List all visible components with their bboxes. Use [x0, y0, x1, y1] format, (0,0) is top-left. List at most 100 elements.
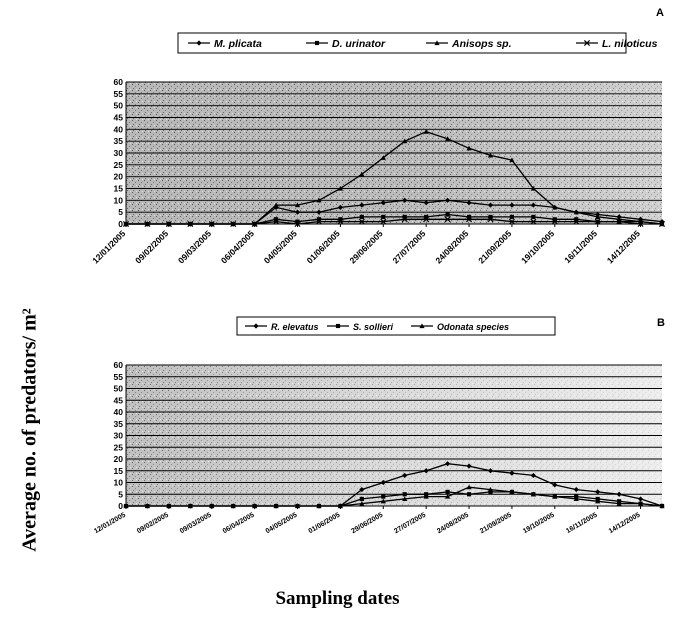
data-point-anisops-sp — [337, 185, 343, 191]
data-point-r-elevatus — [466, 463, 472, 469]
data-point-anisops-sp — [509, 157, 515, 163]
y-axis-title-container: Average no. of predators/ m² — [0, 0, 60, 617]
x-tick-label: 24/08/2005 — [433, 228, 470, 265]
series-group — [122, 129, 666, 228]
data-point-odonata-species — [273, 503, 279, 509]
y-tick-label: 55 — [114, 372, 124, 382]
data-point-l-niloticus — [294, 220, 301, 228]
legend-label-r-elevatus: R. elevatus — [271, 322, 319, 332]
x-tick-label: 09/02/2005 — [136, 512, 170, 536]
legend: R. elevatus S. sollieri Odonata species — [236, 316, 556, 336]
data-point-d-urinator — [381, 214, 386, 219]
x-tick-label: 12/01/2005 — [90, 228, 127, 265]
data-point-l-niloticus — [144, 220, 151, 228]
data-point-d-urinator — [552, 217, 557, 222]
data-point-odonata-species — [423, 494, 429, 499]
x-tick-label: 27/07/2005 — [390, 228, 427, 265]
data-point-anisops-sp — [530, 185, 536, 191]
data-point-m-plicata — [466, 200, 472, 206]
x-tick-label: 27/07/2005 — [393, 512, 427, 536]
data-point-l-niloticus — [637, 220, 644, 228]
legend-marker-d-urinator — [314, 40, 320, 46]
data-point-anisops-sp — [294, 202, 301, 208]
data-point-d-urinator — [274, 217, 279, 222]
data-point-d-urinator — [316, 217, 322, 222]
y-tick-label: 0 — [118, 501, 123, 511]
data-point-r-elevatus — [359, 486, 365, 493]
legend-marker-l-niloticus — [583, 39, 591, 47]
data-point-r-elevatus — [423, 468, 429, 474]
x-tick-label: 04/05/2005 — [262, 228, 299, 265]
data-point-l-niloticus — [230, 220, 237, 228]
x-tick-label: 16/11/2005 — [565, 512, 599, 535]
data-point-anisops-sp — [445, 136, 451, 141]
x-tick-label: 21/09/2005 — [476, 228, 513, 265]
data-point-anisops-sp — [316, 197, 322, 203]
data-point-m-plicata — [402, 197, 408, 203]
series-line-odonata-species — [126, 486, 663, 507]
x-tick-label: 06/04/2005 — [219, 228, 256, 265]
y-tick-label: 10 — [114, 195, 124, 205]
data-point-m-plicata — [359, 202, 365, 208]
data-point-m-plicata — [337, 204, 343, 211]
data-point-odonata-species — [616, 501, 622, 506]
data-point-odonata-species — [123, 503, 129, 509]
data-point-odonata-species — [595, 498, 601, 504]
legend-marker-m-plicata — [196, 40, 202, 46]
data-point-l-niloticus — [658, 220, 666, 228]
y-tick-label: 30 — [114, 431, 124, 441]
data-point-odonata-species — [294, 503, 301, 509]
data-point-l-niloticus — [551, 218, 558, 225]
x-tick-label: 06/04/2005 — [222, 512, 256, 536]
data-point-anisops-sp — [573, 209, 579, 215]
data-point-anisops-sp — [487, 152, 494, 158]
data-point-d-urinator — [424, 214, 429, 219]
data-point-m-plicata — [487, 202, 494, 208]
data-point-l-niloticus — [444, 216, 451, 223]
data-point-l-niloticus — [358, 218, 365, 225]
data-point-anisops-sp — [595, 214, 601, 219]
data-point-l-niloticus — [337, 218, 344, 225]
legend-label-anisops-sp: Anisops sp. — [451, 38, 512, 50]
data-point-d-urinator — [338, 217, 343, 222]
y-tick-label: 15 — [114, 466, 124, 476]
data-point-l-niloticus — [573, 218, 580, 225]
x-axis-title: Sampling dates — [275, 588, 400, 609]
x-tick-label: 09/03/2005 — [176, 228, 213, 265]
legend-box — [236, 316, 556, 336]
data-point-r-elevatus — [595, 489, 601, 495]
data-point-r-elevatus — [509, 470, 515, 476]
data-point-l-niloticus — [315, 218, 322, 225]
data-point-s-sollieri — [381, 494, 386, 499]
data-point-m-plicata — [423, 200, 429, 206]
data-point-l-niloticus — [187, 220, 194, 228]
data-point-odonata-species — [573, 496, 579, 502]
data-point-odonata-species — [659, 503, 665, 509]
data-point-l-niloticus — [594, 218, 601, 225]
y-axis-title: Average no. of predators/ m² — [18, 308, 41, 552]
data-point-anisops-sp — [466, 145, 472, 151]
panel-label: A — [656, 7, 664, 19]
data-point-odonata-species — [466, 484, 472, 490]
data-point-s-sollieri — [402, 492, 407, 497]
series-group — [123, 461, 665, 509]
data-point-odonata-species — [509, 489, 515, 494]
data-point-r-elevatus — [487, 468, 494, 474]
x-tick-label: 21/09/2005 — [479, 512, 513, 536]
data-point-m-plicata — [294, 209, 301, 215]
data-point-l-niloticus — [508, 218, 515, 225]
y-tick-label: 45 — [114, 113, 124, 123]
data-point-odonata-species — [337, 503, 343, 509]
data-point-l-niloticus — [251, 220, 258, 228]
y-tick-label: 20 — [114, 172, 124, 182]
data-point-d-urinator — [402, 214, 407, 219]
data-point-odonata-species — [552, 494, 558, 499]
legend-marker-s-sollieri — [335, 323, 341, 329]
data-point-m-plicata — [530, 202, 536, 208]
data-point-r-elevatus — [530, 472, 536, 479]
chart-panel-b: B R. elevatus S. sollieri Odonata species … — [93, 316, 665, 536]
x-tick-label: 09/03/2005 — [179, 512, 213, 536]
x-tick-label: 01/06/2005 — [305, 228, 342, 265]
